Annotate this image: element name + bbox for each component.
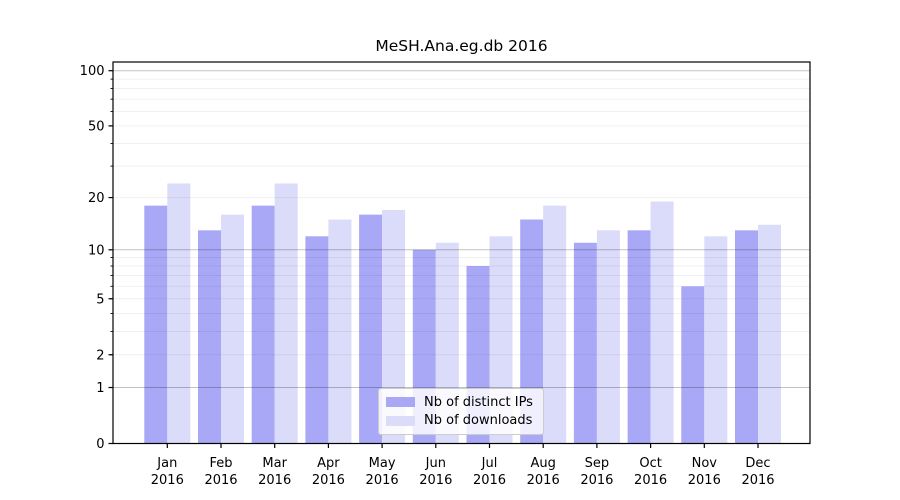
bar-downloads-may — [382, 210, 406, 444]
bar-distinct-ips-jan — [144, 205, 168, 444]
x-tick-label-month: Aug — [531, 456, 556, 471]
bar-downloads-jan — [167, 183, 191, 444]
y-tick-label: 0 — [96, 437, 104, 452]
legend-label-downloads: Nb of downloads — [424, 413, 533, 429]
y-tick-label: 5 — [96, 292, 104, 307]
x-tick-label-year: 2016 — [527, 473, 560, 488]
x-tick-label-month: Mar — [262, 456, 287, 471]
x-tick-label-year: 2016 — [634, 473, 667, 488]
x-tick-label-year: 2016 — [151, 473, 184, 488]
bar-distinct-ips-mar — [251, 205, 275, 444]
x-tick-label-month: Oct — [639, 456, 661, 471]
bar-distinct-ips-feb — [198, 230, 221, 444]
x-tick-label-month: Dec — [745, 456, 770, 471]
bar-distinct-ips-nov — [681, 286, 705, 444]
x-tick-label-year: 2016 — [419, 473, 452, 488]
x-tick-label-month: Feb — [209, 456, 232, 471]
x-tick-label-year: 2016 — [473, 473, 506, 488]
y-tick-label: 20 — [88, 191, 105, 206]
x-tick-label-month: Jul — [481, 456, 498, 471]
legend-label-distinct-ips: Nb of distinct IPs — [424, 394, 533, 410]
chart-title: MeSH.Ana.eg.db 2016 — [375, 37, 548, 55]
x-tick-label-year: 2016 — [258, 473, 291, 488]
bar-distinct-ips-dec — [735, 230, 758, 444]
bar-downloads-oct — [650, 201, 674, 444]
bar-downloads-dec — [758, 224, 781, 444]
x-tick-label-year: 2016 — [204, 473, 237, 488]
x-tick-label-year: 2016 — [688, 473, 721, 488]
bar-downloads-apr — [328, 219, 352, 444]
bar-distinct-ips-apr — [305, 236, 329, 444]
bar-downloads-aug — [543, 205, 567, 444]
y-tick-label: 1 — [96, 381, 104, 396]
y-tick-label: 50 — [88, 119, 105, 134]
legend-item-downloads: Nb of downloads — [379, 413, 543, 428]
y-tick-label: 2 — [96, 348, 104, 363]
x-tick-label-year: 2016 — [580, 473, 613, 488]
legend-item-distinct-ips: Nb of distinct IPs — [379, 395, 543, 410]
bar-distinct-ips-may — [359, 214, 383, 444]
bar-distinct-ips-oct — [627, 230, 651, 444]
x-tick-label-month: Jun — [425, 456, 446, 471]
x-tick-label-month: Apr — [317, 456, 340, 471]
plot-border — [112, 61, 811, 445]
bar-downloads-nov — [704, 236, 728, 444]
y-tick-label: 10 — [88, 243, 105, 258]
x-tick-label-month: Jan — [156, 456, 177, 471]
x-tick-label-year: 2016 — [741, 473, 774, 488]
bar-distinct-ips-aug — [520, 219, 544, 444]
bar-downloads-mar — [274, 183, 298, 444]
x-tick-label-month: Nov — [692, 456, 718, 471]
legend: Nb of distinct IPs Nb of downloads — [378, 388, 544, 435]
x-tick-label-month: May — [369, 456, 396, 471]
x-tick-label-year: 2016 — [366, 473, 399, 488]
bar-downloads-sep — [596, 230, 620, 444]
legend-swatch-distinct-ips — [386, 397, 415, 408]
y-tick-label: 100 — [80, 64, 105, 79]
bar-downloads-feb — [221, 214, 244, 444]
x-tick-label-month: Sep — [585, 456, 610, 471]
bar-distinct-ips-sep — [573, 242, 597, 444]
x-tick-label-year: 2016 — [312, 473, 345, 488]
legend-swatch-downloads — [386, 415, 415, 426]
